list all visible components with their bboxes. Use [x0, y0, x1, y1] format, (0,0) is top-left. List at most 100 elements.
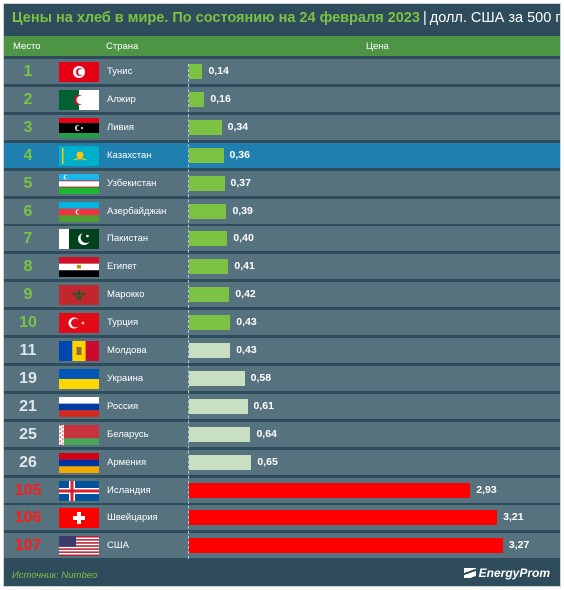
- azerbaijan-flag: [59, 201, 99, 222]
- chart-title: Цены на хлеб в мире. По состоянию на 24 …: [12, 10, 560, 32]
- price-bar: [189, 147, 224, 163]
- logo-mark-icon: [463, 568, 476, 578]
- price-bar: [189, 398, 248, 414]
- kazakhstan-flag: [59, 145, 99, 166]
- price-bar: [189, 370, 245, 386]
- rank-label: 25: [19, 425, 37, 443]
- price-bar: [189, 482, 471, 498]
- price-bar: [189, 231, 228, 247]
- rank-label: 11: [19, 342, 37, 359]
- table-row: 2 Алжир 0,16: [4, 86, 560, 112]
- rank-label: 19: [19, 369, 37, 387]
- logo-text: EnergyProm: [478, 566, 550, 580]
- russia-flag: [59, 396, 99, 417]
- chart-frame: Цены на хлеб в мире. По состоянию на 24 …: [3, 3, 561, 587]
- price-bar: [189, 287, 230, 303]
- table-row: 6 Азербайджан 0,39: [4, 198, 560, 224]
- price-bar: [189, 315, 231, 331]
- value-label: 2,93: [476, 483, 497, 496]
- value-label: 0,61: [253, 399, 274, 412]
- moldova-flag: [59, 341, 99, 361]
- value-label: 0,65: [257, 455, 278, 468]
- rank-label: 3: [23, 118, 33, 136]
- uzbekistan-flag: [59, 173, 99, 194]
- table-row: 107 США 3,27: [4, 533, 560, 559]
- price-bar: [189, 426, 251, 442]
- country-label: Молдова: [107, 345, 147, 356]
- table-header: Место Страна Цена: [4, 36, 560, 56]
- country-label: Азербайджан: [107, 205, 167, 217]
- table-row: 26 Армения 0,65: [4, 449, 560, 475]
- price-bar: [189, 175, 225, 191]
- value-label: 0,36: [229, 148, 250, 161]
- country-label: США: [107, 540, 129, 552]
- rank-label: 26: [19, 453, 37, 471]
- egypt-flag: [59, 257, 99, 278]
- unit-label: долл. США за 500 г: [429, 10, 561, 26]
- rank-label: 9: [23, 286, 33, 304]
- table-row: 21 Россия 0,61: [4, 393, 560, 419]
- rank-label: 2: [23, 90, 33, 108]
- country-label: Казахстан: [107, 149, 152, 161]
- table-row: 8 Египет 0,41: [4, 254, 560, 280]
- country-label: Пакистан: [107, 233, 149, 245]
- table-row: 105 Исландия 2,93: [4, 477, 560, 503]
- rank-label: 21: [19, 397, 37, 415]
- price-bar: [189, 119, 222, 135]
- country-label: Армения: [107, 456, 147, 468]
- iceland-flag: [59, 480, 99, 501]
- table-row: 5 Узбекистан 0,37: [4, 170, 560, 196]
- source-note: Источник: Numbeo: [12, 570, 98, 581]
- armenia-flag: [59, 452, 99, 473]
- country-label: Россия: [107, 400, 139, 412]
- country-label: Ливия: [107, 121, 135, 133]
- value-label: 0,40: [233, 232, 254, 245]
- rank-label: 7: [23, 230, 33, 248]
- title-separator: |: [422, 10, 427, 26]
- value-label: 0,39: [232, 204, 253, 217]
- tunisia-flag: [59, 62, 99, 82]
- table-row: 10 Турция 0,43: [4, 310, 560, 336]
- rank-label: 10: [19, 314, 37, 332]
- table-row: 1 Тунис 0,14: [4, 59, 560, 84]
- value-label: 0,42: [235, 288, 256, 301]
- table-row: 19 Украина 0,58: [4, 365, 560, 391]
- rank-label: 6: [23, 202, 33, 220]
- value-label: 0,14: [208, 65, 229, 77]
- header-country: Страна: [106, 41, 139, 52]
- price-bar: [189, 454, 252, 470]
- table-row: 25 Беларусь 0,64: [4, 421, 560, 447]
- price-bar: [189, 203, 227, 219]
- ukraine-flag: [59, 368, 99, 389]
- switzerland-flag: [59, 508, 99, 529]
- value-label: 0,64: [256, 427, 277, 440]
- country-label: Алжир: [107, 93, 136, 105]
- country-label: Швейцария: [107, 512, 158, 524]
- rank-label: 107: [14, 537, 42, 555]
- rank-label: 5: [23, 174, 33, 192]
- table-row: 7 Пакистан 0,40: [4, 226, 560, 252]
- value-label: 0,16: [210, 92, 231, 105]
- price-bar: [189, 510, 498, 526]
- country-label: Исландия: [107, 484, 151, 496]
- value-label: 0,34: [227, 120, 249, 133]
- value-label: 0,43: [236, 316, 257, 329]
- price-bar: [189, 259, 229, 275]
- bar-baseline: [188, 64, 189, 559]
- turkey-flag: [59, 313, 99, 334]
- country-label: Беларусь: [107, 428, 149, 440]
- price-bar: [189, 343, 231, 358]
- header-rank: Место: [13, 41, 41, 52]
- price-bar: [189, 538, 503, 554]
- country-label: Тунис: [107, 66, 133, 77]
- price-bar: [189, 64, 203, 79]
- title-text: Цены на хлеб в мире. По состоянию на 24 …: [12, 10, 420, 26]
- country-label: Украина: [107, 372, 144, 384]
- table-row: 106 Швейцария 3,21: [4, 505, 560, 531]
- table-row: 4 Казахстан 0,36: [4, 142, 560, 168]
- algeria-flag: [59, 89, 99, 110]
- rank-label: 4: [23, 146, 33, 164]
- table-row: 3 Ливия 0,34: [4, 114, 560, 140]
- libya-flag: [59, 117, 99, 138]
- pakistan-flag: [59, 229, 99, 250]
